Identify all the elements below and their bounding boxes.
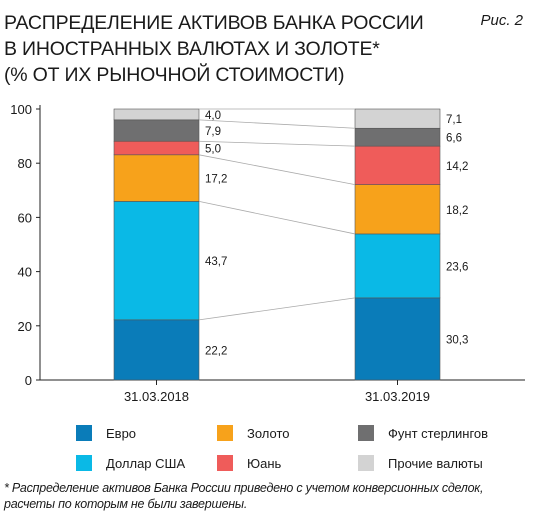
y-tick-label: 40 bbox=[18, 265, 32, 280]
data-label: 22,2 bbox=[205, 345, 227, 357]
x-tick-label: 31.03.2018 bbox=[124, 389, 189, 404]
connector-line bbox=[198, 140, 356, 147]
data-label: 5,0 bbox=[205, 144, 221, 156]
title-line-3: (% ОТ ИХ РЫНОЧНОЙ СТОИМОСТИ) bbox=[4, 64, 345, 86]
legend-item: Доллар США bbox=[76, 452, 185, 474]
legend-swatch bbox=[217, 455, 233, 471]
legend-swatch bbox=[358, 455, 374, 471]
x-tick-label: 31.03.2019 bbox=[365, 389, 430, 404]
legend-label: Евро bbox=[106, 425, 137, 441]
legend-label: Прочие валюты bbox=[388, 455, 483, 471]
connector-line bbox=[198, 297, 356, 321]
legend-item: Евро bbox=[76, 422, 136, 444]
legend-item: Фунт стерлингов bbox=[358, 422, 488, 444]
chart-title: РАСПРЕДЕЛЕНИЕ АКТИВОВ БАНКА РОССИИ В ИНО… bbox=[4, 10, 444, 88]
connector-line bbox=[198, 201, 356, 235]
legend-swatch bbox=[76, 425, 92, 441]
bar-segment bbox=[113, 201, 200, 321]
y-tick-label: 100 bbox=[10, 102, 32, 117]
legend-item: Прочие валюты bbox=[358, 452, 483, 474]
stacked-bar-chart: 0 20 40 60 80 100 22,2 43,7 17,2 5,0 7,9 4,0 30,3 23,… bbox=[10, 102, 525, 404]
title-line-2: В ИНОСТРАННЫХ ВАЛЮТАХ И ЗОЛОТЕ* bbox=[4, 38, 380, 60]
connector-line bbox=[198, 154, 356, 186]
bar-segment bbox=[354, 233, 441, 299]
y-tick-label: 20 bbox=[18, 319, 32, 334]
legend-item: Золото bbox=[217, 422, 290, 444]
bar-segment bbox=[113, 119, 200, 142]
bar-segment bbox=[354, 184, 441, 235]
data-label: 30,3 bbox=[446, 334, 468, 346]
data-label: 14,2 bbox=[446, 161, 468, 173]
data-label: 4,0 bbox=[205, 110, 221, 122]
legend-label: Доллар США bbox=[106, 455, 186, 471]
legend-label: Фунт стерлингов bbox=[388, 425, 489, 441]
legend-label: Юань bbox=[247, 455, 282, 471]
legend-swatch bbox=[76, 455, 92, 471]
data-label: 43,7 bbox=[205, 256, 227, 268]
data-label: 6,6 bbox=[446, 133, 462, 145]
y-tick-label: 0 bbox=[25, 373, 32, 388]
bar-segment bbox=[113, 154, 200, 202]
legend-swatch bbox=[358, 425, 374, 441]
bar-segment bbox=[113, 319, 200, 381]
data-label: 7,1 bbox=[446, 114, 462, 126]
data-label: 18,2 bbox=[446, 205, 468, 217]
footnote: * Распределение активов Банка России при… bbox=[4, 481, 484, 511]
title-line-1: РАСПРЕДЕЛЕНИЕ АКТИВОВ БАНКА РОССИИ bbox=[4, 12, 424, 34]
data-label: 23,6 bbox=[446, 261, 468, 273]
legend: Евро Золото Фунт стерлингов Доллар США Юань П… bbox=[60, 420, 530, 476]
connector-line bbox=[198, 119, 356, 129]
bar-segment bbox=[354, 297, 441, 381]
data-label: 7,9 bbox=[205, 126, 221, 138]
bar-segment bbox=[354, 127, 441, 147]
data-label: 17,2 bbox=[205, 174, 227, 186]
bar-segment bbox=[113, 108, 200, 121]
y-tick-label: 60 bbox=[18, 210, 32, 225]
legend-swatch bbox=[217, 425, 233, 441]
y-tick-label: 80 bbox=[18, 156, 32, 171]
bar-segment bbox=[354, 108, 441, 129]
legend-label: Золото bbox=[247, 425, 290, 441]
legend-item: Юань bbox=[217, 452, 281, 474]
bar-segment bbox=[354, 145, 441, 185]
figure-label: Рис. 2 bbox=[480, 12, 523, 29]
bar-segment bbox=[113, 140, 200, 156]
